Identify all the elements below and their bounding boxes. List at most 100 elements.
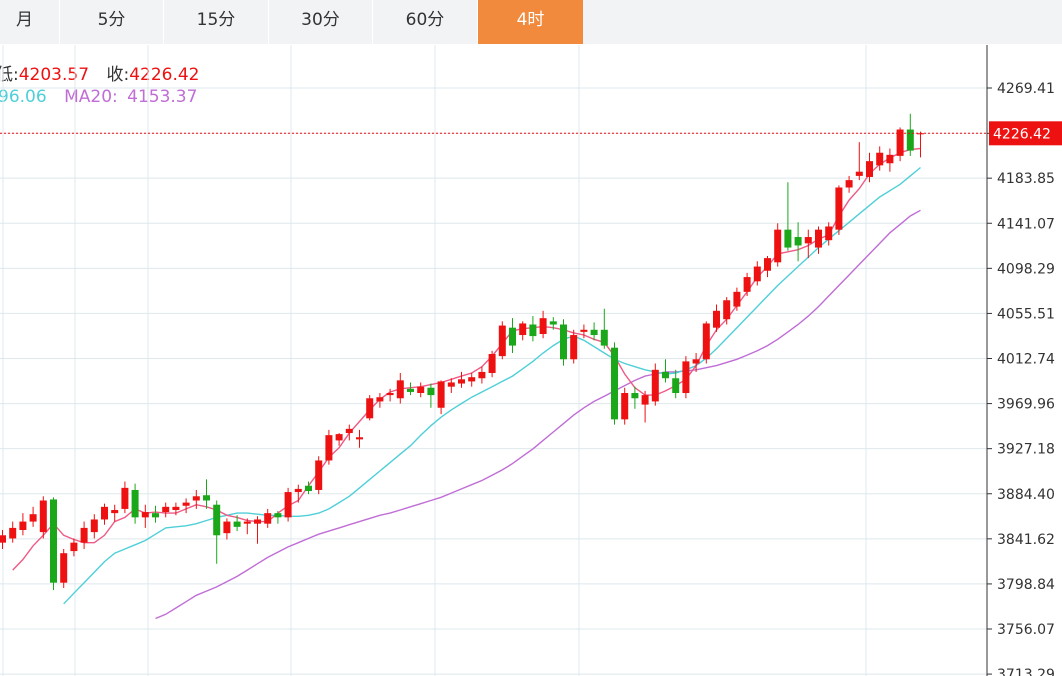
candle-body [570, 335, 578, 360]
ma5-line [12, 147, 921, 571]
candle-body [590, 329, 598, 336]
candle-body [80, 527, 88, 543]
candle-body [264, 513, 272, 524]
candle [356, 429, 363, 448]
candle [723, 297, 731, 325]
candle-body [845, 180, 853, 188]
candle [794, 222, 802, 262]
ma20-line [155, 209, 921, 620]
candle [774, 223, 782, 267]
candle-body [305, 485, 312, 492]
candle-body [162, 506, 170, 513]
candle-body [101, 506, 108, 520]
candle-body [825, 226, 833, 241]
candle [315, 456, 323, 495]
tab-15min[interactable]: 15分 [164, 0, 269, 44]
candle-body [692, 359, 700, 364]
candle [692, 352, 700, 372]
candle [651, 363, 659, 406]
candle [101, 503, 108, 525]
candle-body [386, 393, 394, 396]
ma-info-row: 96.06 MA20: 4153.37 [0, 87, 197, 107]
candle-body [876, 152, 884, 166]
candle [539, 310, 547, 339]
candle [417, 382, 425, 398]
candle [866, 152, 873, 183]
candle-body [804, 237, 812, 244]
candle-body [784, 229, 792, 248]
candle-body [672, 378, 680, 394]
candle [458, 371, 465, 388]
candle-body [213, 504, 221, 536]
ohlc-info-row: 低:4203.57 收:4226.42 [0, 60, 200, 85]
candle [713, 304, 720, 332]
candle-body [376, 397, 384, 402]
candle-body [631, 393, 639, 399]
candle [784, 182, 792, 251]
candle [213, 500, 221, 564]
candle [345, 424, 353, 441]
candle [519, 321, 527, 341]
price-axis-label: 3884.40 [997, 487, 1055, 503]
candle [254, 516, 261, 544]
tab-month[interactable]: 月 [0, 0, 60, 44]
candle-body [611, 347, 618, 420]
candle [631, 386, 639, 409]
candle-body [641, 395, 649, 405]
candle-body [753, 266, 761, 282]
candle [753, 261, 761, 286]
candle-body [651, 369, 659, 402]
candle-body [90, 519, 98, 533]
tab-60min[interactable]: 60分 [373, 0, 478, 44]
price-axis-label: 3969.96 [997, 397, 1055, 413]
candle-body [427, 387, 435, 396]
low-label: 低: [0, 65, 19, 85]
candle-body [407, 388, 414, 392]
candle [9, 521, 17, 543]
price-axis-label: 4269.41 [997, 81, 1055, 97]
candle-body [458, 379, 465, 384]
candle [223, 518, 231, 540]
candle [325, 429, 333, 465]
candle [386, 388, 394, 402]
candle [152, 505, 159, 523]
candle-body [794, 237, 802, 246]
candle [162, 502, 170, 518]
candle-body [203, 495, 210, 501]
candle-body [274, 513, 282, 518]
candle-body [60, 553, 68, 583]
candles-layer [0, 113, 924, 591]
candle-body [682, 361, 690, 394]
tab-5min[interactable]: 5分 [60, 0, 164, 44]
candle-body [498, 325, 506, 357]
ma10-line [63, 166, 921, 605]
candle-body [366, 398, 374, 419]
tab-30min[interactable]: 30分 [269, 0, 373, 44]
price-axis-label: 4141.07 [997, 216, 1055, 232]
candle [621, 387, 629, 425]
candle-body [294, 488, 302, 493]
candle-body [152, 513, 159, 518]
candle [815, 226, 822, 254]
period-tab-bar: 月 5分 15分 30分 60分 4时 [0, 0, 1062, 44]
candle-body [396, 380, 404, 399]
candle [203, 479, 210, 509]
candle-body [886, 154, 894, 164]
ma10-layer [63, 166, 921, 605]
candle-body [243, 521, 251, 524]
tab-4h[interactable]: 4时 [478, 0, 583, 44]
candle [396, 372, 404, 404]
candle-body [172, 506, 180, 510]
price-axis-label: 3713.29 [997, 667, 1055, 676]
candle-body [417, 386, 425, 394]
ma20-label: MA20: [64, 87, 118, 107]
candle [121, 481, 129, 514]
candle [896, 127, 904, 162]
candle [376, 393, 384, 408]
candle-body [733, 291, 741, 307]
candle [804, 229, 812, 259]
price-axis-label: 3841.62 [997, 532, 1055, 548]
close-label: 收: [106, 65, 130, 85]
candle [886, 148, 894, 172]
candle [233, 515, 241, 532]
